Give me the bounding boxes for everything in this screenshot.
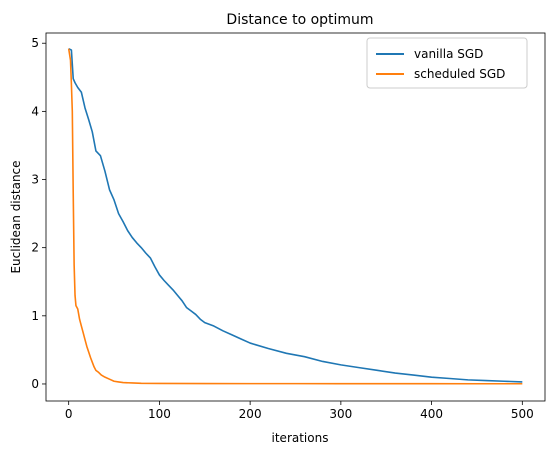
legend-label-vanilla-sgd: vanilla SGD xyxy=(414,47,483,61)
chart-title: Distance to optimum xyxy=(226,12,373,28)
series-line-vanilla-sgd xyxy=(68,47,523,383)
axes-frame xyxy=(45,32,546,402)
x-tick-label: 100 xyxy=(148,407,171,421)
legend-box xyxy=(366,37,528,89)
series-layer xyxy=(67,47,523,385)
y-tick-label: 1 xyxy=(31,309,39,323)
x-tick-label: 400 xyxy=(420,407,443,421)
x-tick-label: 200 xyxy=(239,407,262,421)
y-tick-label: 4 xyxy=(31,104,39,118)
legend: vanilla SGD scheduled SGD xyxy=(366,37,528,89)
y-tick-label: 2 xyxy=(31,241,39,255)
legend-label-scheduled-sgd: scheduled SGD xyxy=(414,67,505,81)
y-tick-label: 5 xyxy=(31,36,39,50)
x-axis-label: iterations xyxy=(272,431,329,445)
x-tick-label: 300 xyxy=(329,407,352,421)
plot-area xyxy=(45,32,546,402)
y-tick-label: 0 xyxy=(31,377,39,391)
series-line-scheduled-sgd xyxy=(67,48,523,385)
y-axis: 0 1 2 3 4 5 xyxy=(31,36,46,391)
x-tick-label: 500 xyxy=(511,407,534,421)
x-axis: 0 100 200 300 400 500 xyxy=(65,401,534,421)
x-tick-label: 0 xyxy=(65,407,73,421)
y-tick-label: 3 xyxy=(31,173,39,187)
y-axis-label: Euclidean distance xyxy=(9,160,23,273)
